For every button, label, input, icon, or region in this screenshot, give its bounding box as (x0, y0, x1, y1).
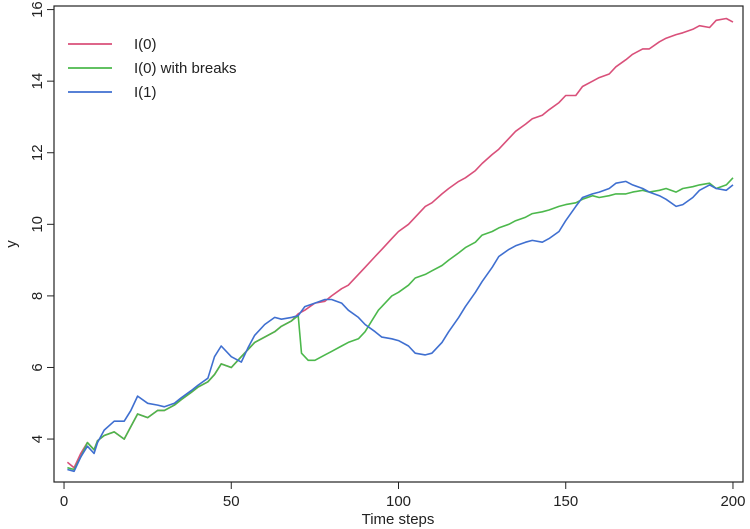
x-tick-label: 200 (720, 493, 745, 510)
x-tick-label: 50 (223, 493, 240, 510)
legend: I(0) I(0) with breaks I(1) (68, 36, 237, 101)
legend-label-1: I(0) with breaks (134, 60, 237, 77)
x-axis: 0 50 100 150 200 (60, 482, 745, 510)
legend-label-2: I(1) (134, 84, 157, 101)
x-tick-label: 100 (386, 493, 411, 510)
y-tick-label: 14 (29, 73, 46, 90)
x-tick-label: 0 (60, 493, 68, 510)
series-line-0 (66, 17, 734, 469)
y-tick-label: 12 (29, 144, 46, 161)
series-line-2 (67, 180, 734, 473)
legend-label-0: I(0) (134, 36, 157, 53)
x-tick-label: 150 (553, 493, 578, 510)
y-tick-label: 6 (29, 363, 46, 371)
series-line-1 (67, 177, 734, 471)
series-layer (66, 17, 734, 473)
y-tick-label: 10 (29, 216, 46, 233)
y-tick-label: 16 (29, 1, 46, 18)
y-tick-label: 4 (29, 435, 46, 443)
y-tick-label: 8 (29, 292, 46, 300)
x-axis-title: Time steps (362, 511, 435, 528)
y-axis: 4 6 8 10 12 14 16 (29, 1, 54, 443)
y-axis-title: y (3, 240, 20, 248)
